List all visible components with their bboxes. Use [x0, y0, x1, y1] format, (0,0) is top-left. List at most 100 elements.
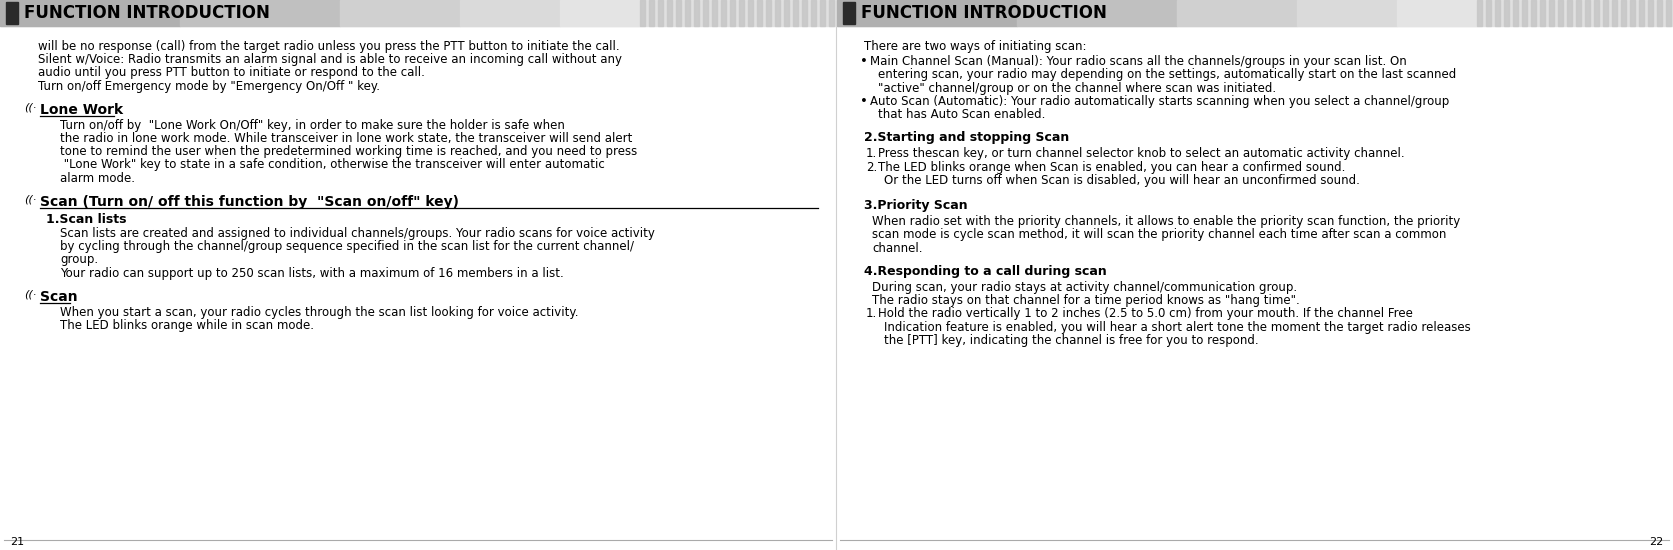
Bar: [340, 0, 460, 26]
Bar: [1486, 0, 1491, 26]
Bar: [1017, 0, 1178, 26]
Bar: [1496, 0, 1501, 26]
Text: tone to remind the user when the predetermined working time is reached, and you : tone to remind the user when the predete…: [60, 145, 637, 158]
Bar: [1541, 0, 1544, 26]
Text: Scan (Turn on/ off this function by  "Scan on/off" key): Scan (Turn on/ off this function by "Sca…: [40, 195, 458, 209]
Bar: [775, 0, 780, 26]
Text: by cycling through the channel/group sequence specified in the scan list for the: by cycling through the channel/group seq…: [60, 240, 634, 253]
Text: channel.: channel.: [872, 241, 922, 255]
Bar: [801, 0, 806, 26]
Bar: [668, 0, 673, 26]
Bar: [0, 0, 836, 26]
Text: Lone Work: Lone Work: [40, 103, 124, 117]
Bar: [1397, 0, 1477, 26]
Text: Or the LED turns off when Scan is disabled, you will hear an unconfirmed sound.: Or the LED turns off when Scan is disabl…: [883, 174, 1360, 187]
Text: that has Auto Scan enabled.: that has Auto Scan enabled.: [878, 108, 1046, 121]
Bar: [1297, 0, 1397, 26]
Bar: [676, 0, 681, 26]
Text: Main Channel Scan (Manual): Your radio scans all the channels/groups in your sca: Main Channel Scan (Manual): Your radio s…: [870, 55, 1407, 68]
Text: Hold the radio vertically 1 to 2 inches (2.5 to 5.0 cm) from your mouth. If the : Hold the radio vertically 1 to 2 inches …: [878, 307, 1414, 321]
Text: Indication feature is enabled, you will hear a short alert tone the moment the t: Indication feature is enabled, you will …: [883, 321, 1471, 334]
Text: •: •: [860, 55, 868, 68]
Bar: [684, 0, 689, 26]
Text: "active" channel/group or on the channel where scan was initiated.: "active" channel/group or on the channel…: [878, 81, 1276, 95]
Bar: [657, 0, 663, 26]
Bar: [0, 0, 181, 26]
Text: When radio set with the priority channels, it allows to enable the priority scan: When radio set with the priority channel…: [872, 215, 1461, 228]
Bar: [811, 0, 816, 26]
Bar: [785, 0, 790, 26]
Text: Turn on/off Emergency mode by "Emergency On/Off " key.: Turn on/off Emergency mode by "Emergency…: [38, 80, 380, 92]
Bar: [1178, 0, 1297, 26]
Text: Scan: Scan: [40, 290, 77, 304]
Bar: [820, 0, 825, 26]
Text: The LED blinks orange while in scan mode.: The LED blinks orange while in scan mode…: [60, 319, 315, 332]
Bar: [1477, 0, 1482, 26]
Bar: [1522, 0, 1527, 26]
Text: scan mode is cycle scan method, it will scan the priority channel each time afte: scan mode is cycle scan method, it will …: [872, 228, 1447, 241]
Bar: [181, 0, 340, 26]
Text: During scan, your radio stays at activity channel/communication group.: During scan, your radio stays at activit…: [872, 281, 1297, 294]
Text: FUNCTION INTRODUCTION: FUNCTION INTRODUCTION: [23, 4, 269, 22]
Bar: [729, 0, 734, 26]
Bar: [713, 0, 718, 26]
Text: 3.Priority Scan: 3.Priority Scan: [863, 199, 967, 212]
Text: ((·: ((·: [23, 290, 37, 300]
Bar: [694, 0, 699, 26]
Text: The radio stays on that channel for a time period knows as "hang time".: The radio stays on that channel for a ti…: [872, 294, 1300, 307]
Text: Scan lists are created and assigned to individual channels/groups. Your radio sc: Scan lists are created and assigned to i…: [60, 227, 654, 240]
Bar: [1576, 0, 1581, 26]
Text: 21: 21: [10, 537, 23, 547]
Bar: [7, 2, 18, 24]
Bar: [1568, 0, 1573, 26]
Bar: [739, 0, 744, 26]
Bar: [460, 0, 560, 26]
Text: Press thescan key, or turn channel selector knob to select an automatic activity: Press thescan key, or turn channel selec…: [878, 147, 1405, 161]
Bar: [1504, 0, 1509, 26]
Text: will be no response (call) from the target radio unless you press the PTT button: will be no response (call) from the targ…: [38, 40, 619, 53]
Text: the [PTT] key, indicating the channel is free for you to respond.: the [PTT] key, indicating the channel is…: [883, 334, 1258, 347]
Text: FUNCTION INTRODUCTION: FUNCTION INTRODUCTION: [862, 4, 1108, 22]
Bar: [836, 0, 1673, 26]
Text: 1.Scan lists: 1.Scan lists: [45, 213, 127, 226]
Bar: [641, 0, 646, 26]
Text: 1.: 1.: [867, 147, 877, 161]
Text: ((·: ((·: [23, 103, 37, 113]
Text: Turn on/off by  "Lone Work On/Off" key, in order to make sure the holder is safe: Turn on/off by "Lone Work On/Off" key, i…: [60, 119, 565, 132]
Text: alarm mode.: alarm mode.: [60, 172, 136, 185]
Bar: [1512, 0, 1517, 26]
Bar: [1630, 0, 1635, 26]
Text: ((·: ((·: [23, 195, 37, 205]
Bar: [766, 0, 771, 26]
Bar: [721, 0, 726, 26]
Bar: [1613, 0, 1618, 26]
Text: audio until you press PTT button to initiate or respond to the call.: audio until you press PTT button to init…: [38, 67, 425, 79]
Bar: [1621, 0, 1626, 26]
Text: The LED blinks orange when Scan is enabled, you can hear a confirmed sound.: The LED blinks orange when Scan is enabl…: [878, 161, 1345, 174]
Text: entering scan, your radio may depending on the settings, automatically start on : entering scan, your radio may depending …: [878, 68, 1456, 81]
Text: There are two ways of initiating scan:: There are two ways of initiating scan:: [863, 40, 1086, 53]
Bar: [1603, 0, 1608, 26]
Bar: [1594, 0, 1599, 26]
Bar: [830, 0, 835, 26]
Text: the radio in lone work mode. While transceiver in lone work state, the transceiv: the radio in lone work mode. While trans…: [60, 132, 632, 145]
Bar: [1640, 0, 1645, 26]
Bar: [703, 0, 708, 26]
Bar: [1656, 0, 1661, 26]
Bar: [1648, 0, 1653, 26]
Text: Your radio can support up to 250 scan lists, with a maximum of 16 members in a l: Your radio can support up to 250 scan li…: [60, 267, 564, 279]
Bar: [560, 0, 641, 26]
Text: 2.Starting and stopping Scan: 2.Starting and stopping Scan: [863, 131, 1069, 144]
Bar: [1584, 0, 1589, 26]
Text: "Lone Work" key to state in a safe condition, otherwise the transceiver will ent: "Lone Work" key to state in a safe condi…: [60, 158, 604, 172]
Text: •: •: [860, 95, 868, 108]
Bar: [1531, 0, 1536, 26]
Bar: [649, 0, 654, 26]
Text: 1.: 1.: [867, 307, 877, 321]
Text: 22: 22: [1650, 537, 1663, 547]
Bar: [748, 0, 753, 26]
Bar: [1549, 0, 1554, 26]
Text: group.: group.: [60, 254, 99, 266]
Text: Silent w/Voice: Radio transmits an alarm signal and is able to receive an incomi: Silent w/Voice: Radio transmits an alarm…: [38, 53, 622, 66]
Text: 4.Responding to a call during scan: 4.Responding to a call during scan: [863, 265, 1108, 278]
